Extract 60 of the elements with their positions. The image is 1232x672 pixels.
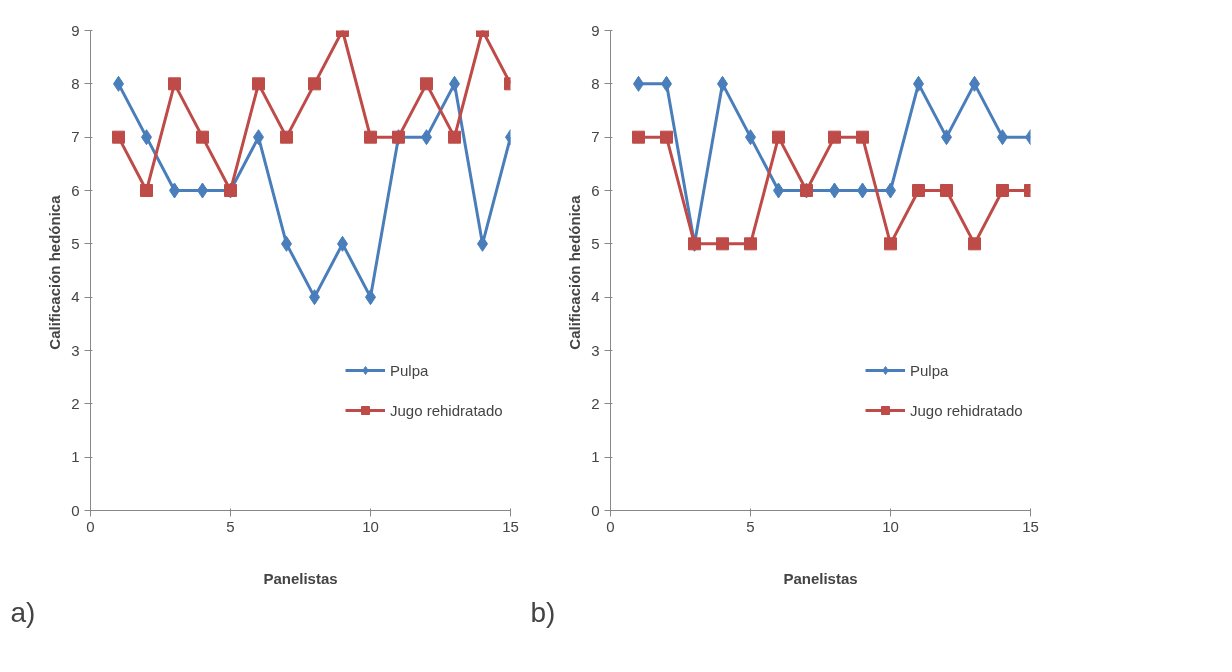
y-tick-label: 3 (591, 341, 600, 359)
y-tick-label: 8 (71, 74, 80, 92)
point (744, 237, 757, 251)
y-tick-label: 0 (591, 501, 600, 519)
y-tick-label: 2 (71, 394, 80, 412)
y-axis-title: Calificación hedónica (46, 194, 64, 350)
y-tick-label: 6 (71, 181, 80, 199)
point (996, 184, 1009, 197)
point (308, 77, 321, 91)
y-tick-label: 3 (71, 341, 80, 359)
point (716, 237, 729, 251)
point (252, 77, 265, 91)
y-axis-title: Calificación hedónica (566, 194, 584, 350)
y-tick-label: 8 (591, 74, 600, 92)
y-tick-label: 6 (591, 181, 600, 199)
point (968, 237, 981, 251)
x-tick-label: 5 (746, 517, 755, 535)
x-tick-label: 15 (1022, 517, 1039, 535)
point (632, 130, 645, 144)
point (772, 130, 785, 144)
x-tick-label: 5 (226, 517, 235, 535)
point (912, 184, 925, 197)
point (196, 130, 209, 144)
point (884, 237, 897, 251)
y-tick-label: 7 (591, 128, 600, 146)
y-tick-label: 4 (591, 288, 600, 306)
legend-label: Jugo rehidratado (910, 401, 1023, 419)
x-axis-title: Panelistas (263, 569, 338, 587)
x-tick-label: 0 (606, 517, 615, 535)
y-tick-label: 7 (71, 128, 80, 146)
y-tick-label: 5 (591, 234, 600, 252)
point (280, 130, 293, 144)
point (940, 184, 953, 197)
y-tick-label: 4 (71, 288, 80, 306)
y-tick-label: 5 (71, 234, 80, 252)
legend-label: Pulpa (910, 361, 949, 379)
y-tick-label: 1 (71, 448, 80, 466)
text: a) (10, 596, 36, 628)
x-tick-label: 10 (362, 517, 379, 535)
point (660, 130, 673, 144)
point (828, 130, 841, 144)
legend-label: Pulpa (390, 361, 429, 379)
x-tick-label: 0 (86, 517, 95, 535)
point (856, 130, 869, 144)
y-tick-label: 2 (591, 394, 600, 412)
point (364, 130, 377, 144)
text: b) (530, 596, 556, 628)
x-tick-label: 15 (502, 517, 519, 535)
x-axis-title: Panelistas (783, 569, 858, 587)
legend-label: Jugo rehidratado (390, 401, 503, 419)
y-tick-label: 1 (591, 448, 600, 466)
point (168, 77, 181, 91)
point (420, 77, 433, 91)
x-tick-label: 10 (882, 517, 899, 535)
y-tick-label: 0 (71, 501, 80, 519)
point (112, 130, 125, 144)
y-tick-label: 9 (71, 21, 80, 39)
y-tick-label: 9 (591, 21, 600, 39)
point (448, 130, 461, 144)
point (140, 184, 153, 197)
